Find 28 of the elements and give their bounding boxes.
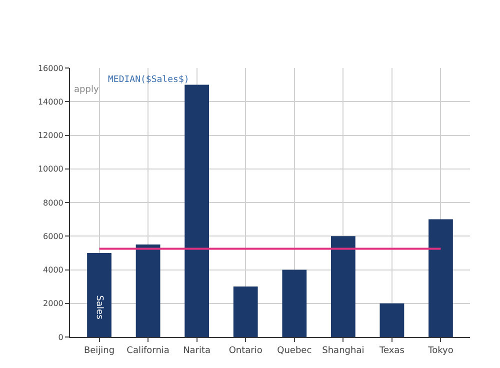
y-tick-label: 10000 xyxy=(38,164,64,174)
x-tick-label: Narita xyxy=(183,346,211,356)
x-tick-label: Shanghai xyxy=(322,346,364,356)
y-tick-label: 14000 xyxy=(38,97,64,106)
bar xyxy=(282,270,307,337)
bar xyxy=(233,286,258,337)
bar xyxy=(136,244,160,337)
y-tick-label: 16000 xyxy=(38,64,64,73)
bar xyxy=(330,236,356,337)
x-tick-label: Ontario xyxy=(228,346,263,356)
y-tick-label: 8000 xyxy=(43,198,64,208)
annotation: apply xyxy=(74,85,100,95)
y-tick-label: 4000 xyxy=(43,266,64,275)
bar xyxy=(428,219,453,337)
y-tick-label: 12000 xyxy=(38,131,64,140)
x-tick-label: Quebec xyxy=(277,346,312,356)
x-tick-label: Tokyo xyxy=(427,346,454,356)
bar xyxy=(87,252,112,337)
bar xyxy=(380,303,404,337)
annotation: MEDIAN($Sales$) xyxy=(108,75,190,85)
x-tick-label: Beijing xyxy=(84,346,115,356)
x-tick-label: California xyxy=(126,346,170,356)
y-tick-label: 6000 xyxy=(43,232,64,241)
series-label: Sales xyxy=(94,295,104,320)
x-tick-label: Texas xyxy=(378,346,405,356)
y-tick-label: 2000 xyxy=(43,299,64,308)
bar xyxy=(184,84,210,337)
y-tick-label: 0 xyxy=(58,332,64,342)
